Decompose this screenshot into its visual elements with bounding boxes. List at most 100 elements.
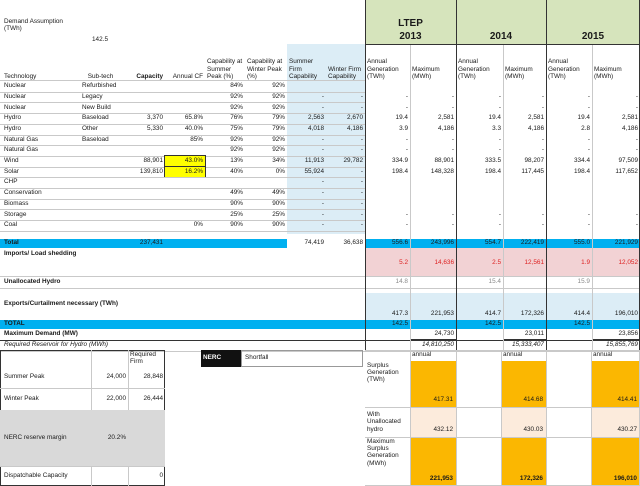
row-year-value[interactable]: [546, 177, 592, 188]
row-capacity[interactable]: 139,810: [139, 167, 163, 175]
row-year-value[interactable]: 2,581: [438, 114, 454, 122]
row-year-value[interactable]: [410, 81, 456, 92]
row-year-value[interactable]: 117,652: [615, 167, 638, 175]
row-tech[interactable]: Nuclear: [4, 92, 27, 100]
row-year-value[interactable]: [592, 177, 640, 188]
total-winter-firm[interactable]: 36,638: [326, 238, 365, 248]
lower-row-required[interactable]: 28,848: [143, 372, 163, 380]
row-summer-firm[interactable]: -: [321, 135, 324, 143]
row-cf[interactable]: 85%: [190, 135, 203, 143]
total-year-value[interactable]: 555.0: [574, 239, 590, 247]
row-subtech[interactable]: Refurbished: [82, 82, 117, 90]
row-summer-firm[interactable]: -: [321, 178, 324, 186]
surplus-value[interactable]: 414.68: [523, 395, 543, 403]
row-capacity[interactable]: [128, 92, 165, 103]
row-year-value[interactable]: -: [587, 135, 590, 143]
row-subtech[interactable]: [80, 220, 128, 231]
row-winter-pct[interactable]: 49%: [272, 189, 285, 197]
row-year-value[interactable]: -: [451, 146, 454, 154]
shortfall-label[interactable]: Shortfall: [245, 354, 269, 362]
row-tech[interactable]: Hydro: [4, 114, 22, 122]
year-col-gen[interactable]: Annual Generation (TWh): [548, 58, 580, 80]
row-year-value[interactable]: 148,328: [430, 167, 454, 175]
row-summer-pct[interactable]: 92%: [230, 92, 243, 100]
row-year-value[interactable]: [592, 188, 640, 199]
row-year-value[interactable]: -: [498, 210, 501, 218]
row-year-value[interactable]: -: [405, 135, 408, 143]
row-tech[interactable]: Nuclear: [4, 103, 27, 111]
row-subtech[interactable]: [80, 145, 128, 156]
total2-value[interactable]: 142.5: [392, 320, 408, 328]
row-subtech[interactable]: Legacy: [82, 92, 103, 100]
imports-value[interactable]: 1.9: [581, 258, 590, 266]
row-year-value[interactable]: 19.4: [395, 114, 408, 122]
row-year-value[interactable]: [456, 177, 503, 188]
reservoir-value[interactable]: 14,810,250: [422, 341, 454, 349]
total-label[interactable]: Total: [4, 239, 19, 247]
row-tech[interactable]: Biomass: [4, 199, 29, 207]
row-summer-pct[interactable]: 90%: [230, 199, 243, 207]
with-unalloc-value[interactable]: 432.12: [433, 425, 453, 433]
exports-value[interactable]: 196,010: [614, 309, 638, 317]
row-summer-pct[interactable]: 40%: [230, 167, 243, 175]
column-header[interactable]: Capability at Winter Peak (%): [247, 58, 283, 80]
total-year-value[interactable]: 222,419: [520, 239, 544, 247]
row-winter-firm[interactable]: 2,670: [347, 114, 363, 122]
row-tech[interactable]: Natural Gas: [4, 135, 39, 143]
row-summer-firm[interactable]: -: [321, 210, 324, 218]
row-summer-pct[interactable]: 92%: [230, 135, 243, 143]
row-summer-firm[interactable]: -: [321, 221, 324, 229]
row-year-value[interactable]: [456, 188, 503, 199]
year-col-max[interactable]: Maximum (MWh): [505, 65, 533, 80]
max-surplus-value[interactable]: 221,953: [429, 474, 453, 482]
lower-row-label[interactable]: Winter Peak: [4, 394, 39, 402]
row-capacity[interactable]: [128, 199, 165, 210]
exports-value[interactable]: 414.4: [574, 309, 590, 317]
annual-label-2[interactable]: annual: [593, 351, 613, 359]
row-year-value[interactable]: -: [541, 92, 544, 100]
row-cf[interactable]: 0%: [193, 221, 203, 229]
row-year-value[interactable]: 98,207: [524, 157, 544, 165]
row-year-value[interactable]: -: [405, 221, 408, 229]
row-year-value[interactable]: [365, 188, 410, 199]
row-year-value[interactable]: 3.9: [399, 124, 408, 132]
demand-assumption-value[interactable]: 142.5: [92, 36, 108, 44]
annual-label-1[interactable]: annual: [503, 351, 523, 359]
row-year-value[interactable]: 3.3: [492, 124, 501, 132]
row-winter-firm[interactable]: 29,782: [343, 157, 363, 165]
row-capacity[interactable]: [128, 145, 165, 156]
lower-row-required[interactable]: 26,444: [143, 394, 163, 402]
imports-value[interactable]: 12,052: [618, 258, 638, 266]
max-surplus-label[interactable]: Maximum Surplus Generation (MWh): [367, 438, 399, 467]
exports-value[interactable]: 417.3: [392, 309, 408, 317]
row-winter-pct[interactable]: [245, 177, 287, 188]
unallocated-label[interactable]: Unallocated Hydro: [4, 277, 61, 285]
imports-value[interactable]: 5.2: [399, 258, 408, 266]
row-year-value[interactable]: -: [587, 221, 590, 229]
row-summer-firm[interactable]: 55,924: [304, 167, 324, 175]
row-capacity[interactable]: [128, 209, 165, 220]
row-year-value[interactable]: -: [587, 92, 590, 100]
lower-row-required[interactable]: [128, 410, 165, 466]
row-summer-firm[interactable]: [287, 81, 326, 92]
row-cf[interactable]: [165, 145, 205, 156]
row-year-value[interactable]: 333.5: [485, 157, 501, 165]
exports-value[interactable]: 172,326: [520, 309, 544, 317]
row-winter-firm[interactable]: -: [360, 178, 363, 186]
column-header[interactable]: Capability at Summer Peak (%): [207, 58, 243, 80]
row-year-value[interactable]: -: [635, 135, 638, 143]
max-surplus-value[interactable]: 172,326: [519, 474, 543, 482]
demand-assumption-label[interactable]: Demand Assumption (TWh): [4, 18, 63, 33]
max-demand-value[interactable]: 23,856: [618, 330, 638, 338]
total-year-value[interactable]: 554.7: [485, 239, 501, 247]
row-year-value[interactable]: [592, 199, 640, 210]
lower-row-value[interactable]: 22,000: [106, 394, 126, 402]
row-summer-pct[interactable]: 92%: [230, 103, 243, 111]
row-summer-firm[interactable]: -: [321, 92, 324, 100]
row-year-value[interactable]: -: [498, 92, 501, 100]
row-year-value[interactable]: -: [451, 210, 454, 218]
row-year-value[interactable]: -: [541, 146, 544, 154]
row-year-value[interactable]: -: [498, 146, 501, 154]
row-year-value[interactable]: 198.4: [392, 167, 408, 175]
row-subtech[interactable]: Other: [82, 124, 98, 132]
